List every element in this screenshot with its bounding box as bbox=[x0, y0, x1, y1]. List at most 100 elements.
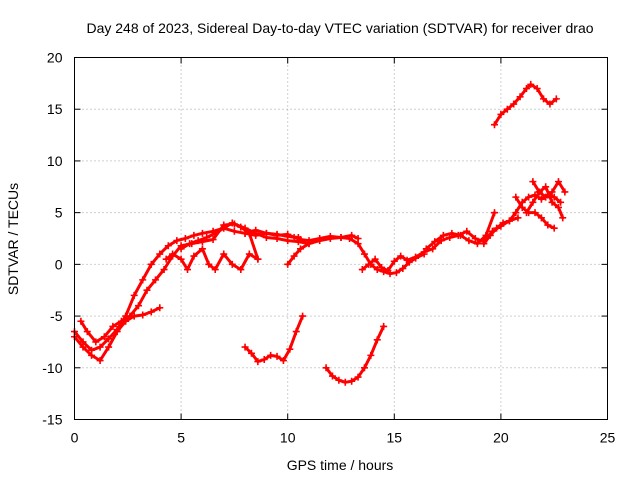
data-point bbox=[156, 304, 164, 312]
data-point bbox=[412, 253, 420, 261]
data-point bbox=[346, 235, 354, 242]
data-point bbox=[252, 226, 260, 234]
series-arc-09 bbox=[322, 322, 388, 386]
data-point bbox=[284, 260, 292, 268]
data-point bbox=[254, 255, 262, 263]
data-point bbox=[105, 335, 113, 343]
data-point bbox=[113, 328, 121, 336]
data-point bbox=[542, 183, 550, 191]
data-point bbox=[505, 217, 513, 225]
data-point bbox=[537, 195, 545, 203]
plot-frame bbox=[74, 57, 608, 420]
series-arc-16 bbox=[529, 178, 567, 222]
data-point bbox=[365, 260, 373, 268]
data-point bbox=[130, 291, 138, 299]
data-point bbox=[535, 188, 543, 196]
data-point bbox=[497, 110, 505, 118]
y-tick-label: 10 bbox=[47, 153, 63, 169]
data-point bbox=[378, 263, 386, 271]
data-point bbox=[211, 266, 219, 274]
data-point bbox=[228, 219, 236, 227]
data-point bbox=[493, 224, 501, 232]
series-arc-10 bbox=[358, 214, 522, 275]
data-point bbox=[316, 237, 324, 245]
data-point bbox=[241, 229, 249, 237]
data-point bbox=[190, 252, 198, 260]
data-point bbox=[220, 250, 228, 258]
data-point bbox=[169, 250, 177, 258]
chart-title: Day 248 of 2023, Sidereal Day-to-day VTE… bbox=[86, 20, 593, 36]
data-point bbox=[403, 256, 411, 264]
data-point bbox=[397, 252, 405, 260]
data-point bbox=[299, 312, 307, 320]
data-point bbox=[354, 240, 362, 248]
data-point bbox=[491, 209, 499, 217]
data-point bbox=[96, 357, 104, 365]
data-point bbox=[512, 209, 520, 217]
data-point bbox=[399, 264, 407, 272]
data-point bbox=[552, 95, 560, 103]
data-point bbox=[273, 231, 281, 239]
data-point bbox=[177, 255, 185, 263]
y-axis-title: SDTVAR / TECUs bbox=[5, 183, 21, 295]
data-point bbox=[431, 238, 439, 246]
series-arc-02 bbox=[71, 304, 164, 365]
series-arc-04 bbox=[162, 245, 262, 274]
data-point bbox=[173, 237, 181, 245]
data-point bbox=[181, 235, 189, 242]
data-point bbox=[79, 343, 87, 351]
data-point bbox=[561, 188, 569, 196]
data-point bbox=[360, 364, 368, 372]
data-point bbox=[205, 260, 213, 268]
data-point bbox=[529, 178, 537, 186]
data-point bbox=[540, 95, 548, 103]
y-tick-label: -5 bbox=[50, 308, 63, 324]
data-point bbox=[164, 242, 172, 250]
data-point bbox=[203, 233, 211, 241]
data-point bbox=[326, 235, 334, 242]
x-tick-label: 20 bbox=[493, 430, 509, 446]
data-point bbox=[546, 100, 554, 108]
data-point bbox=[550, 193, 558, 201]
data-point bbox=[262, 229, 270, 237]
series-arc-13 bbox=[491, 80, 560, 129]
data-point bbox=[542, 193, 550, 201]
data-point bbox=[373, 266, 381, 274]
data-point bbox=[92, 338, 100, 346]
data-point bbox=[109, 322, 117, 330]
series-arc-03 bbox=[77, 220, 313, 346]
x-tick-label: 5 bbox=[177, 430, 185, 446]
data-point bbox=[463, 227, 471, 235]
data-point bbox=[465, 237, 473, 245]
data-point bbox=[516, 93, 524, 101]
series-arc-07 bbox=[241, 312, 307, 366]
data-point bbox=[279, 357, 287, 365]
data-point bbox=[554, 178, 562, 186]
data-point bbox=[105, 343, 113, 351]
y-tick-label: 15 bbox=[47, 101, 63, 117]
x-tick-label: 10 bbox=[280, 430, 296, 446]
series-layer bbox=[71, 80, 569, 386]
data-point bbox=[247, 349, 255, 357]
data-point bbox=[522, 209, 530, 217]
data-point bbox=[290, 233, 298, 241]
data-point bbox=[522, 85, 530, 93]
data-point bbox=[550, 224, 558, 232]
data-point bbox=[380, 322, 388, 330]
data-point bbox=[230, 227, 238, 235]
data-point bbox=[348, 377, 356, 385]
x-tick-label: 15 bbox=[387, 430, 403, 446]
data-point bbox=[533, 85, 541, 93]
data-point bbox=[531, 209, 539, 217]
data-point bbox=[390, 257, 398, 265]
data-point bbox=[147, 308, 155, 316]
data-point bbox=[162, 255, 170, 263]
data-point bbox=[284, 237, 292, 245]
data-point bbox=[354, 373, 362, 381]
data-point bbox=[284, 230, 292, 238]
data-point bbox=[296, 245, 304, 253]
data-point bbox=[439, 231, 447, 239]
data-point bbox=[328, 372, 336, 380]
data-point bbox=[529, 198, 537, 206]
